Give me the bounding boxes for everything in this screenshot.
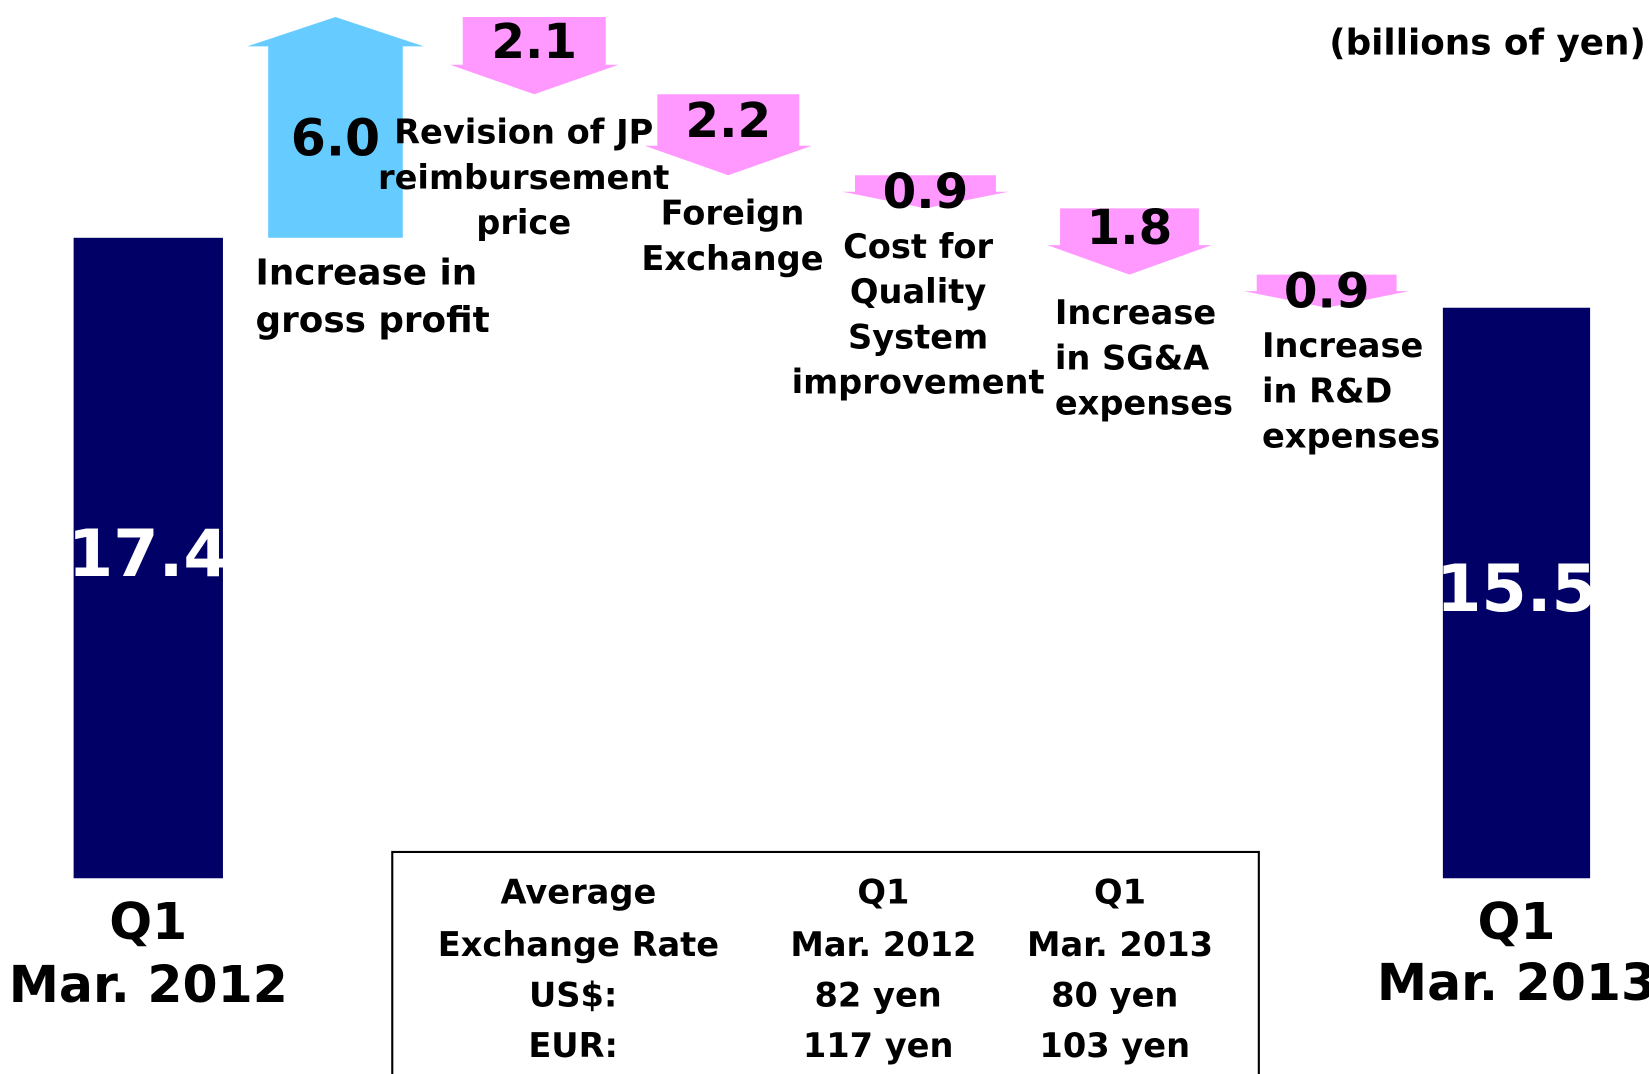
category-label: Mar. 2012 <box>9 955 288 1014</box>
category-label: in R&D <box>1262 371 1392 410</box>
category-label: Increase in <box>256 253 478 294</box>
table-cell: US$: <box>529 976 617 1015</box>
unit-note: (billions of yen) <box>1329 22 1646 63</box>
category-label: Revision of JP <box>394 113 653 152</box>
category-label: expenses <box>1262 417 1440 456</box>
category-label: improvement <box>792 362 1045 401</box>
decrease-arrow <box>1244 274 1410 308</box>
category-label: Cost for <box>843 227 993 266</box>
category-label: System <box>848 317 988 356</box>
total-bar <box>1442 307 1591 879</box>
table-cell: 82 yen <box>815 976 942 1015</box>
table-cell: EUR: <box>528 1026 618 1065</box>
table-header: Exchange Rate <box>438 925 719 964</box>
value-label: 15.5 <box>1436 551 1597 627</box>
value-label: 2.1 <box>491 14 577 70</box>
category-label: Mar. 2013 <box>1377 953 1649 1012</box>
category-label: Q1 <box>109 892 187 951</box>
category-label: reimbursement <box>378 158 669 197</box>
category-label: expenses <box>1055 384 1233 423</box>
table-header: Q1 <box>857 873 909 912</box>
category-label: Exchange <box>641 239 823 278</box>
value-label: 2.2 <box>685 93 771 149</box>
table-box <box>391 850 1260 1074</box>
value-label: 6.0 <box>291 109 380 168</box>
value-label: 0.9 <box>1284 264 1370 320</box>
table-header: Mar. 2012 <box>790 925 976 964</box>
category-label: in SG&A <box>1055 338 1209 377</box>
decrease-arrow <box>842 175 1009 209</box>
category-label: gross profit <box>256 300 490 341</box>
increase-arrow <box>247 16 424 238</box>
category-label: price <box>476 203 571 242</box>
value-label: 1.8 <box>1087 200 1173 256</box>
table-cell: 103 yen <box>1039 1026 1190 1065</box>
value-label: 17.4 <box>68 516 229 592</box>
value-label: 0.9 <box>883 164 969 220</box>
decrease-arrow <box>1047 208 1212 275</box>
table-header: Mar. 2013 <box>1027 925 1213 964</box>
decrease-arrow <box>644 94 812 176</box>
table-header: Average <box>501 873 657 912</box>
decrease-arrow <box>450 16 619 95</box>
category-label: Q1 <box>1477 892 1555 951</box>
category-label: Increase <box>1055 293 1216 332</box>
category-label: Increase <box>1262 326 1423 365</box>
category-label: Foreign <box>661 194 805 233</box>
table-header: Q1 <box>1094 873 1146 912</box>
total-bar <box>73 237 223 879</box>
table-cell: 80 yen <box>1051 976 1178 1015</box>
table-cell: 117 yen <box>803 1026 954 1065</box>
category-label: Quality <box>850 272 986 311</box>
